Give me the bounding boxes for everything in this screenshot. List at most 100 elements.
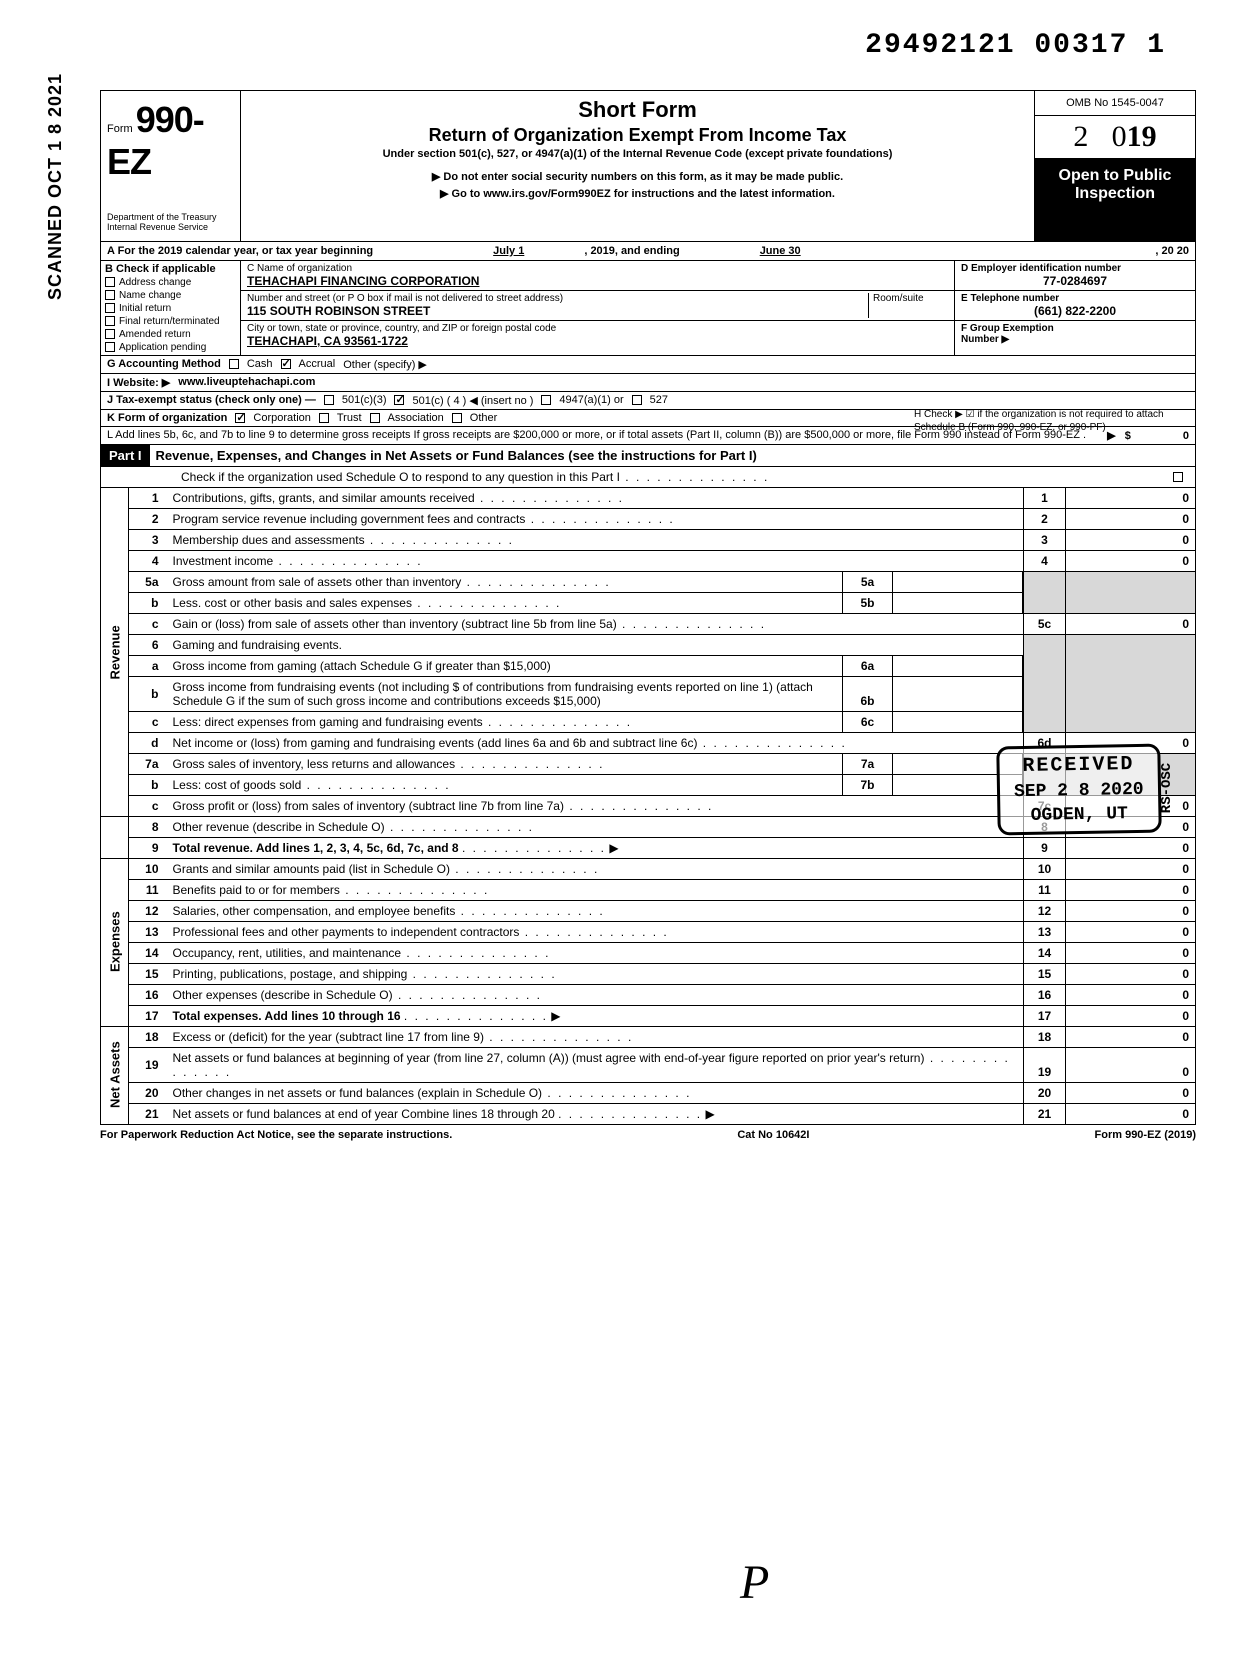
line-value: 0 (1066, 529, 1196, 550)
line-value: 0 (1066, 900, 1196, 921)
cb-label: Application pending (119, 342, 206, 353)
right-num: 1 (1024, 488, 1066, 509)
line-21-text: Net assets or fund balances at end of ye… (173, 1107, 555, 1121)
form-num: 990-EZ (107, 99, 204, 182)
line-num: b (129, 676, 167, 711)
mid-num: 6a (843, 656, 893, 676)
line-desc: Investment income (167, 550, 1024, 571)
mid-val (893, 593, 1023, 613)
line-h-box: H Check ▶ ☑ if the organization is not r… (914, 408, 1194, 434)
line-value: 0 (1066, 942, 1196, 963)
cb-4947[interactable] (541, 395, 551, 405)
line-k-label: K Form of organization (107, 412, 227, 424)
line-17-text: Total expenses. Add lines 10 through 16 (173, 1009, 401, 1023)
line-6b-wrap: Gross income from fundraising events (no… (167, 676, 1024, 711)
501c-label: 501(c) ( 4 ) ◀ (insert no ) (412, 394, 533, 407)
footer-mid: Cat No 10642I (737, 1129, 809, 1141)
cb-amended[interactable]: Amended return (105, 329, 236, 340)
website-label: I Website: ▶ (107, 376, 170, 389)
part1-check-row: Check if the organization used Schedule … (100, 467, 1196, 488)
right-num: 20 (1024, 1082, 1066, 1103)
cb-schedule-o[interactable] (1173, 472, 1183, 482)
street-address: 115 SOUTH ROBINSON STREET (247, 304, 868, 318)
line-num: 21 (129, 1103, 167, 1124)
line-6c-wrap: Less: direct expenses from gaming and fu… (167, 711, 1024, 732)
other-label: Other (specify) ▶ (343, 358, 427, 371)
cb-cash[interactable] (229, 359, 239, 369)
line-num: b (129, 592, 167, 613)
line-desc: Gross income from fundraising events (no… (167, 677, 843, 711)
line-num: 13 (129, 921, 167, 942)
instruction-1: ▶ Do not enter social security numbers o… (251, 170, 1024, 183)
part1-header-row: Part I Revenue, Expenses, and Changes in… (100, 445, 1196, 467)
mid-val (893, 656, 1023, 676)
footer-left: For Paperwork Reduction Act Notice, see … (100, 1129, 452, 1141)
cb-name-change[interactable]: Name change (105, 290, 236, 301)
line-num: 18 (129, 1026, 167, 1047)
cb-corporation[interactable] (235, 413, 245, 423)
subtitle: Under section 501(c), 527, or 4947(a)(1)… (251, 148, 1024, 160)
line-a-mid: , 2019, and ending (584, 245, 679, 257)
footer-right: Form 990-EZ (2019) (1095, 1129, 1196, 1141)
cb-trust[interactable] (319, 413, 329, 423)
line-6a-wrap: Gross income from gaming (attach Schedul… (167, 655, 1024, 676)
line-num: 17 (129, 1005, 167, 1026)
line-num: 11 (129, 879, 167, 900)
line-num: 9 (129, 837, 167, 858)
other-org-label: Other (470, 412, 498, 424)
stamp-date: SEP 2 8 2020 (1014, 780, 1144, 802)
527-label: 527 (650, 394, 668, 406)
cash-label: Cash (247, 358, 273, 370)
mid-num: 6b (843, 677, 893, 711)
line-value: 0 (1066, 963, 1196, 984)
cb-other-org[interactable] (452, 413, 462, 423)
cb-501c3[interactable] (324, 395, 334, 405)
line-value: 0 (1066, 837, 1196, 858)
shaded-cell (1024, 571, 1066, 613)
part1-title: Revenue, Expenses, and Changes in Net As… (150, 445, 1195, 466)
right-num: 5c (1024, 613, 1066, 634)
line-desc: Membership dues and assessments (167, 529, 1024, 550)
main-title: Return of Organization Exempt From Incom… (251, 125, 1024, 146)
line-num: c (129, 613, 167, 634)
column-c: C Name of organization TEHACHAPI FINANCI… (241, 261, 955, 355)
name-label: C Name of organization (247, 263, 948, 274)
line-num: 19 (129, 1047, 167, 1082)
line-desc: Other revenue (describe in Schedule O) (167, 816, 1024, 837)
cb-accrual[interactable] (281, 359, 291, 369)
line-desc: Occupancy, rent, utilities, and maintena… (167, 942, 1024, 963)
cb-initial-return[interactable]: Initial return (105, 303, 236, 314)
mid-num: 7b (843, 775, 893, 795)
cb-association[interactable] (370, 413, 380, 423)
line-desc: Printing, publications, postage, and shi… (167, 963, 1024, 984)
room-suite-label: Room/suite (868, 293, 948, 318)
omb-number: OMB No 1545-0047 (1035, 91, 1195, 116)
right-num: 15 (1024, 963, 1066, 984)
line-num: 16 (129, 984, 167, 1005)
instruction-2: ▶ Go to www.irs.gov/Form990EZ for instru… (251, 187, 1024, 200)
department: Department of the Treasury Internal Reve… (107, 213, 234, 233)
cb-final-return[interactable]: Final return/terminated (105, 316, 236, 327)
line-g-label: G Accounting Method (107, 358, 221, 370)
cb-pending[interactable]: Application pending (105, 342, 236, 353)
right-num: 3 (1024, 529, 1066, 550)
right-num: 4 (1024, 550, 1066, 571)
initial-signature: P (740, 1555, 769, 1610)
501c3-label: 501(c)(3) (342, 394, 387, 406)
cb-label: Amended return (119, 329, 191, 340)
line-desc: Gross sales of inventory, less returns a… (167, 754, 843, 774)
ein: 77-0284697 (961, 274, 1189, 288)
telephone: (661) 822-2200 (961, 304, 1189, 318)
org-name: TEHACHAPI FINANCING CORPORATION (247, 274, 948, 288)
cb-address-change[interactable]: Address change (105, 277, 236, 288)
line-5a-wrap: Gross amount from sale of assets other t… (167, 571, 1024, 592)
year-bold: 19 (1127, 120, 1157, 153)
cb-527[interactable] (632, 395, 642, 405)
line-5b-wrap: Less. cost or other basis and sales expe… (167, 592, 1024, 613)
line-num: a (129, 655, 167, 676)
line-desc: Program service revenue including govern… (167, 508, 1024, 529)
line-desc: Net income or (loss) from gaming and fun… (167, 732, 1024, 753)
line-num: c (129, 711, 167, 732)
year-prefix: 2⃝0 (1073, 120, 1126, 153)
cb-501c[interactable] (394, 395, 404, 405)
